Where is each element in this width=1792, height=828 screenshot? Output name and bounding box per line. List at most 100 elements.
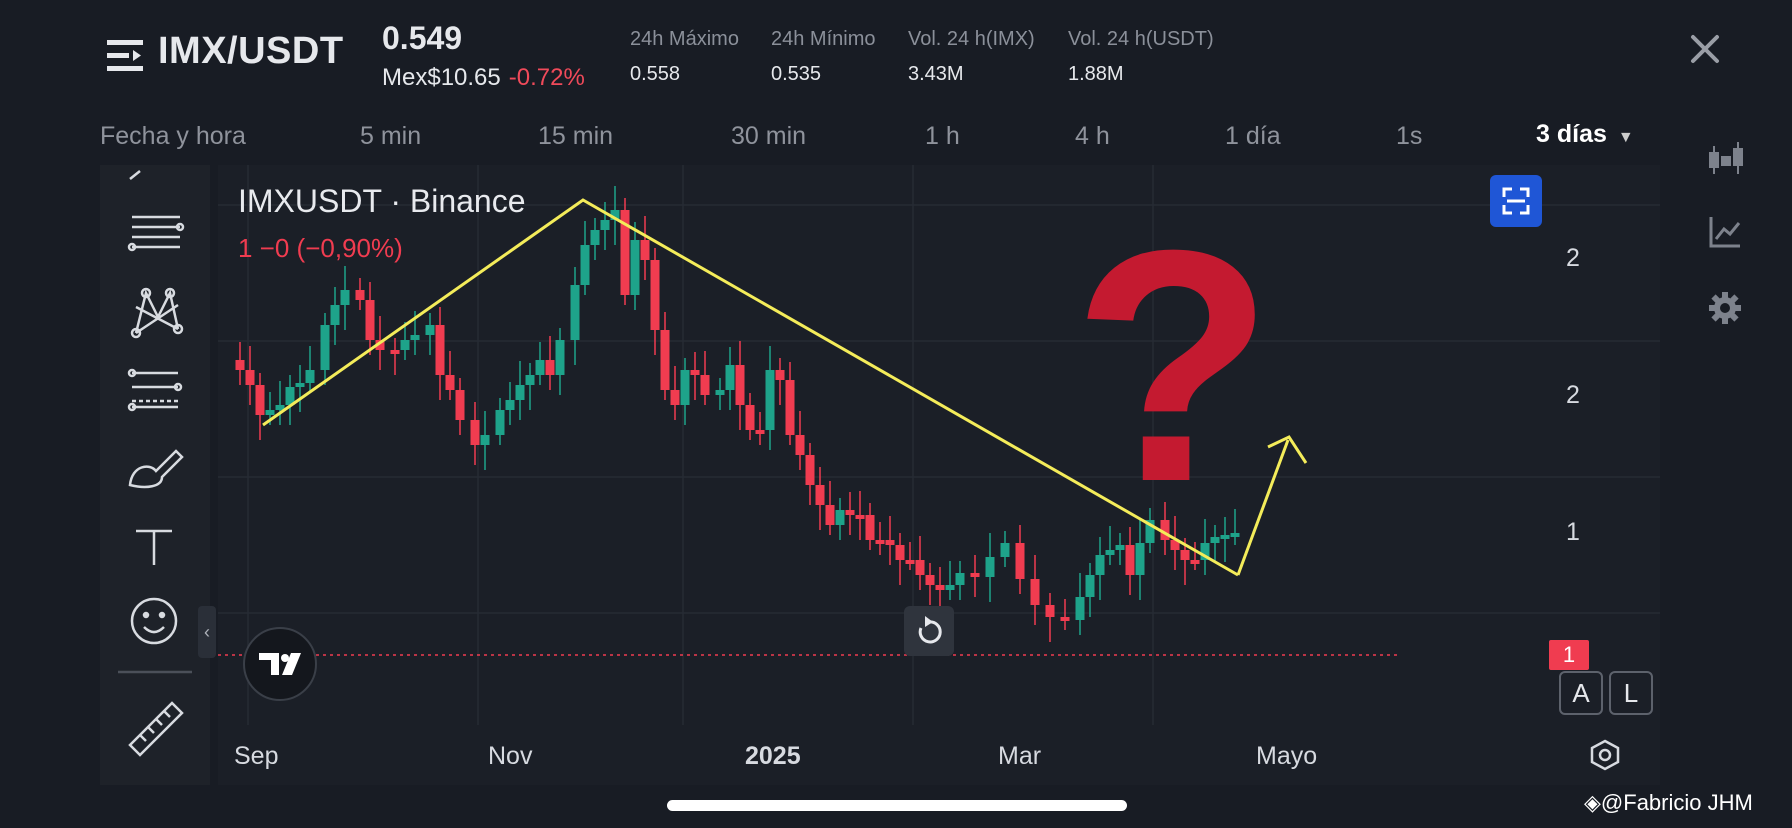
candle bbox=[600, 202, 610, 250]
pair-title[interactable]: IMX/USDT bbox=[158, 30, 344, 72]
candle bbox=[865, 503, 875, 550]
toolbar-icons bbox=[118, 170, 192, 757]
candle bbox=[680, 358, 690, 425]
candle bbox=[505, 382, 515, 425]
tab-15min[interactable]: 15 min bbox=[538, 122, 614, 150]
candle bbox=[255, 373, 265, 440]
candle bbox=[285, 375, 295, 425]
x-tick-label: Nov bbox=[488, 742, 533, 770]
candle bbox=[1085, 563, 1095, 617]
candle bbox=[1220, 517, 1230, 562]
candle bbox=[825, 481, 835, 535]
chart-gridlines bbox=[218, 165, 1660, 725]
candle bbox=[895, 533, 905, 585]
stat-value-vol-usdt: 1.88M bbox=[1068, 63, 1124, 85]
candle bbox=[400, 322, 410, 360]
stat-value-low: 0.535 bbox=[771, 63, 822, 85]
candle bbox=[435, 307, 445, 400]
candle bbox=[355, 278, 365, 310]
candle bbox=[925, 563, 935, 605]
tab-5min[interactable]: 5 min bbox=[360, 122, 422, 150]
candle bbox=[330, 287, 340, 345]
tradingview-logo-icon[interactable] bbox=[243, 627, 317, 701]
tab-1dia[interactable]: 1 día bbox=[1225, 122, 1281, 150]
candle bbox=[1210, 525, 1220, 563]
ruler-icon bbox=[128, 701, 184, 757]
candles-icon[interactable] bbox=[1707, 142, 1745, 181]
candle bbox=[610, 186, 620, 245]
candle bbox=[1230, 509, 1240, 545]
candle bbox=[795, 411, 805, 470]
candle bbox=[480, 411, 490, 470]
candle bbox=[855, 491, 865, 540]
last-price: 0.549 bbox=[382, 20, 463, 56]
stat-value-vol-imx: 3.43M bbox=[908, 63, 964, 85]
fiat-price-line: Mex$10.65 -0.72% bbox=[382, 64, 585, 92]
x-tick-label: Sep bbox=[234, 742, 279, 770]
x-tick-label: Mar bbox=[998, 742, 1042, 770]
y-tick-label: 1 bbox=[1566, 518, 1580, 546]
candle bbox=[590, 218, 600, 260]
tab-4h[interactable]: 4 h bbox=[1075, 122, 1110, 150]
candle bbox=[1170, 516, 1180, 570]
indicators-icon[interactable] bbox=[1708, 215, 1742, 254]
text-tool-icon bbox=[136, 529, 172, 565]
price-change: -0.72% bbox=[508, 64, 585, 91]
candle bbox=[735, 341, 745, 430]
candle bbox=[365, 282, 375, 355]
close-icon[interactable] bbox=[1690, 34, 1726, 70]
candle bbox=[1200, 519, 1210, 575]
fullscreen-icon bbox=[1502, 187, 1530, 215]
candle bbox=[320, 313, 330, 385]
fiat-price: Mex$10.65 bbox=[382, 64, 501, 91]
credit-text: @Fabricio JHM bbox=[1600, 790, 1753, 815]
candle bbox=[620, 198, 630, 305]
credit-watermark: ◈@Fabricio JHM bbox=[1584, 790, 1753, 816]
candle bbox=[1060, 599, 1070, 630]
candle bbox=[650, 248, 660, 355]
candle bbox=[765, 346, 775, 450]
candle bbox=[1115, 533, 1125, 565]
candle bbox=[945, 561, 955, 600]
reset-chart-button[interactable] bbox=[904, 606, 954, 656]
candlestick-chart[interactable]: ? bbox=[218, 165, 1660, 785]
tab-1s[interactable]: 1s bbox=[1396, 122, 1423, 150]
candle bbox=[525, 363, 535, 410]
stat-label-high: 24h Máximo bbox=[630, 28, 739, 50]
tab-30min[interactable]: 30 min bbox=[731, 122, 807, 150]
candle bbox=[875, 522, 885, 555]
candle bbox=[1015, 525, 1025, 594]
candle bbox=[1075, 573, 1085, 635]
collapse-toolbar-chevron-icon[interactable]: ‹ bbox=[198, 606, 216, 658]
candle bbox=[1135, 519, 1145, 600]
home-indicator bbox=[667, 800, 1127, 811]
chart-plot-area[interactable]: ? bbox=[218, 165, 1660, 785]
current-price-tag: 1 bbox=[1549, 640, 1589, 670]
fibonacci-icon bbox=[127, 368, 183, 412]
candle bbox=[970, 555, 980, 597]
candle bbox=[955, 561, 965, 600]
auto-scale-button[interactable]: A bbox=[1559, 671, 1603, 715]
horizontal-lines-icon bbox=[127, 215, 185, 252]
candle bbox=[580, 221, 590, 295]
tab-1h[interactable]: 1 h bbox=[925, 122, 960, 150]
candle bbox=[1190, 542, 1200, 570]
candle bbox=[275, 381, 285, 425]
chart-settings-icon[interactable] bbox=[1588, 738, 1622, 777]
candle bbox=[305, 346, 315, 393]
candle bbox=[1095, 537, 1105, 600]
menu-icon[interactable] bbox=[107, 38, 143, 74]
candle bbox=[340, 266, 350, 330]
candle bbox=[640, 216, 650, 280]
y-tick-label: 2 bbox=[1566, 244, 1580, 272]
x-tick-label: Mayo bbox=[1256, 742, 1318, 770]
candle bbox=[470, 402, 480, 465]
candle bbox=[805, 443, 815, 505]
tab-fecha-hora[interactable]: Fecha y hora bbox=[100, 122, 246, 150]
log-scale-button[interactable]: L bbox=[1609, 671, 1653, 715]
tab-3dias[interactable]: 3 días ▼ bbox=[1536, 120, 1634, 149]
candle bbox=[725, 347, 735, 410]
gear-icon[interactable] bbox=[1707, 290, 1743, 331]
fullscreen-button[interactable] bbox=[1490, 175, 1542, 227]
caret-down-icon: ▼ bbox=[1617, 129, 1634, 146]
